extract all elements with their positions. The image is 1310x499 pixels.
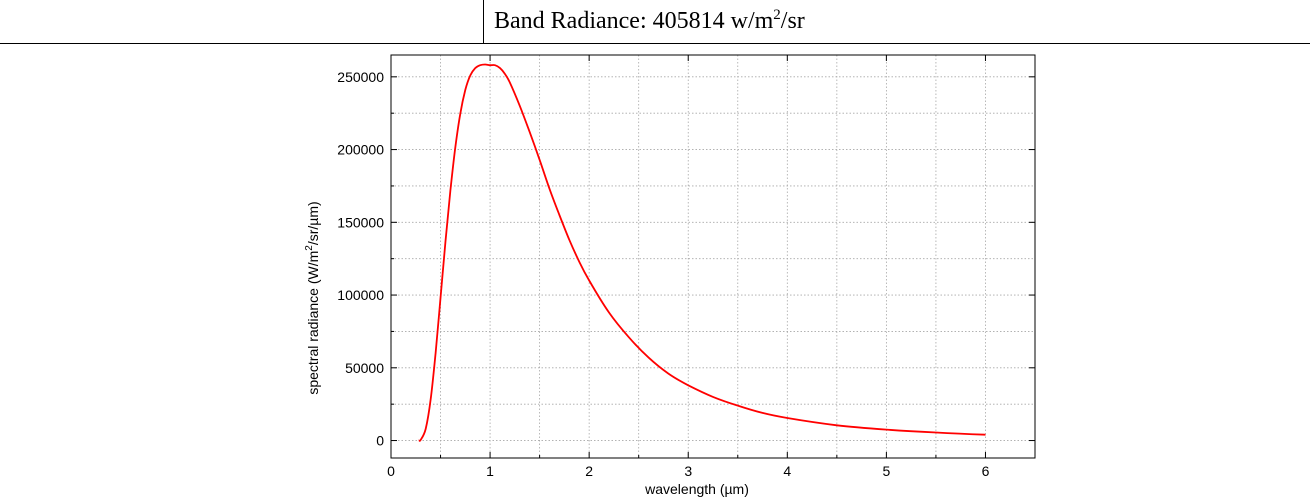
band-radiance-unit-exponent: 2 bbox=[773, 7, 781, 23]
header-row: Band Radiance: 405814 w/m2/sr bbox=[0, 0, 1310, 44]
y-axis-title-part2: /sr/µm) bbox=[305, 201, 321, 245]
header-cell-empty bbox=[0, 0, 484, 44]
band-radiance-prefix: Band Radiance: bbox=[494, 8, 653, 34]
y-axis-title-exponent: 2 bbox=[304, 245, 315, 251]
grid bbox=[391, 55, 1035, 458]
series-line-0 bbox=[418, 63, 986, 442]
plot-frame bbox=[390, 54, 1036, 459]
y-tick-label: 250000 bbox=[337, 69, 384, 85]
spectral-radiance-chart: 0 1 2 3 4 5 6 0 50000 100000 150000 200000 250000 wa… bbox=[304, 54, 1036, 497]
x-tick-label: 0 bbox=[387, 463, 395, 479]
x-tick-label: 6 bbox=[982, 463, 990, 479]
x-tick-label: 2 bbox=[585, 463, 593, 479]
band-radiance-unit: w/m bbox=[724, 8, 774, 34]
x-tick-label: 4 bbox=[783, 463, 791, 479]
tick-labels: 0 1 2 3 4 5 6 0 50000 100000 150000 200000 250000 bbox=[337, 69, 989, 479]
y-axis-title: spectral radiance (W/m2/sr/µm) bbox=[304, 201, 321, 394]
y-tick-label: 100000 bbox=[337, 287, 384, 303]
y-axis-title-part1: spectral radiance (W/m bbox=[305, 251, 321, 395]
band-radiance-unit-tail: /sr bbox=[780, 8, 805, 34]
axes bbox=[390, 54, 1036, 459]
x-tick-label: 3 bbox=[684, 463, 692, 479]
y-tick-label: 150000 bbox=[337, 214, 384, 230]
band-radiance-value: 405814 bbox=[652, 8, 725, 34]
axis-titles: wavelength (µm) spectral radiance (W/m2/… bbox=[304, 201, 749, 497]
series-layer bbox=[418, 63, 986, 442]
x-axis-title: wavelength (µm) bbox=[644, 481, 749, 497]
x-tick-label: 1 bbox=[486, 463, 494, 479]
y-tick-label: 0 bbox=[376, 433, 384, 449]
y-tick-label: 200000 bbox=[337, 142, 384, 158]
header-cell-band-radiance: Band Radiance: 405814 w/m2/sr bbox=[484, 0, 1310, 44]
band-radiance-label: Band Radiance: 405814 w/m2/sr bbox=[494, 8, 805, 35]
x-tick-label: 5 bbox=[882, 463, 890, 479]
y-tick-label: 50000 bbox=[345, 360, 384, 376]
